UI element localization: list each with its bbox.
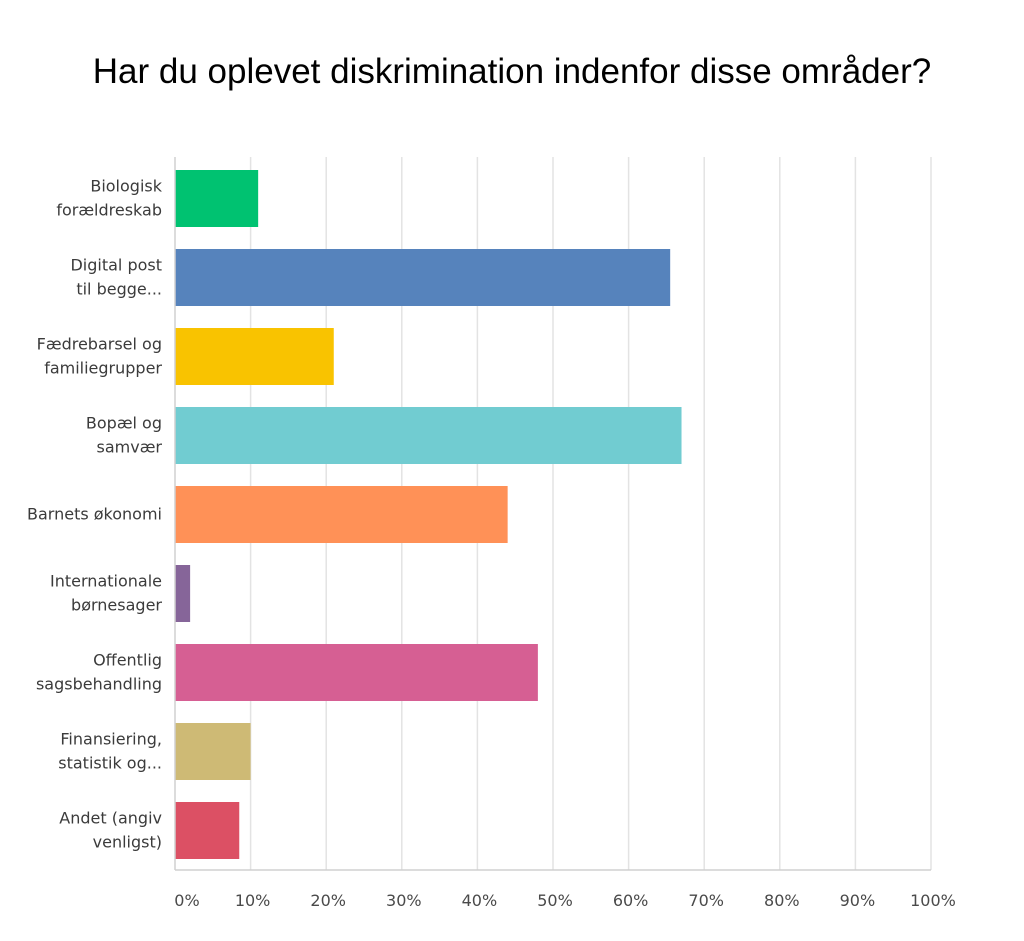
category-label: Bopæl og samvær	[86, 414, 163, 457]
category-label: Finansiering, statistik og...	[58, 730, 162, 773]
tick-labels: 0% 10% 20% 30% 40% 50% 60% 70% 80% 90% 100%	[174, 891, 956, 910]
x-tick-label: 100%	[910, 891, 956, 910]
axes	[174, 157, 931, 871]
bar	[175, 565, 191, 622]
chart-title: Har du oplevet diskrimination indenfor d…	[92, 52, 932, 91]
x-tick-label: 10%	[235, 891, 271, 910]
category-label: Biologisk forældreskab	[56, 177, 162, 220]
bar	[175, 249, 671, 306]
category-label: Internationale børnesager	[50, 572, 162, 615]
category-label: Fædrebarsel og familiegrupper	[37, 335, 163, 378]
bar	[175, 723, 251, 780]
x-tick-label: 50%	[537, 891, 573, 910]
x-tick-label: 70%	[688, 891, 724, 910]
x-tick-label: 30%	[386, 891, 422, 910]
x-tick-label: 40%	[462, 891, 498, 910]
category-labels: Biologisk forældreskab Digital post til beg…	[27, 177, 163, 852]
bar	[175, 407, 682, 464]
category-label: Andet (angiv venligst)	[59, 809, 162, 852]
x-tick-label: 80%	[764, 891, 800, 910]
x-tick-label: 60%	[613, 891, 649, 910]
x-tick-label: 90%	[840, 891, 876, 910]
bar	[175, 802, 240, 859]
bar	[175, 328, 334, 385]
bar	[175, 486, 508, 543]
category-label: Offentlig sagsbehandling	[36, 651, 162, 694]
bars	[175, 170, 682, 859]
bar	[175, 170, 259, 227]
x-tick-label: 20%	[310, 891, 346, 910]
x-tick-label: 0%	[174, 891, 199, 910]
bar	[175, 644, 538, 701]
category-label: Barnets økonomi	[27, 505, 162, 524]
category-label: Digital post til begge...	[70, 256, 162, 299]
